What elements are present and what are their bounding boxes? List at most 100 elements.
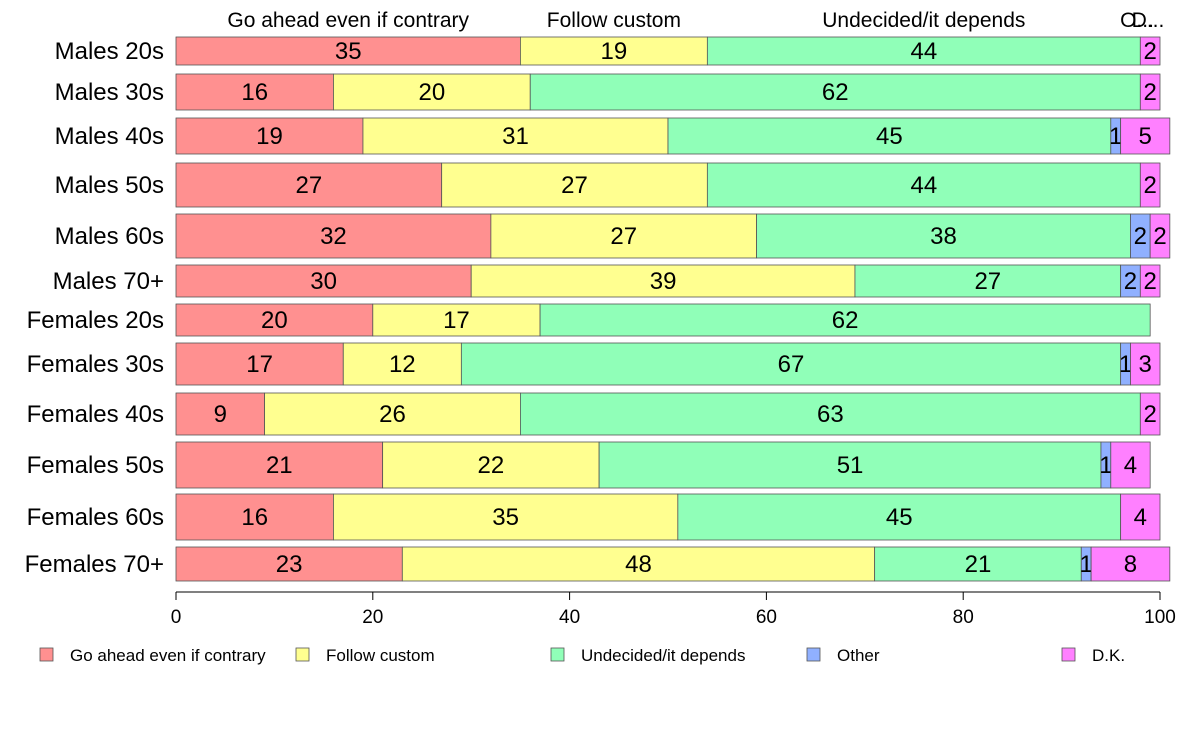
top-label-d-k: D... (1132, 9, 1165, 32)
bar-value-label: 20 (261, 307, 288, 334)
top-label-follow-custom: Follow custom (547, 9, 681, 32)
bar-segment-undecided-it-depends (460, 342, 1122, 386)
bar-value-label: 22 (478, 452, 505, 479)
bar-value-label: 12 (389, 351, 416, 378)
bar-row-males-60s: Males 60s 32 27 38 2 2 (55, 213, 1171, 259)
bar-value-label: 23 (276, 551, 303, 578)
bar-segment-d-k (1110, 441, 1151, 489)
bar-row-females-70: Females 70+ 23 48 21 1 8 (25, 546, 1171, 582)
bar-row-males-70: Males 70+ 30 39 27 2 2 (53, 264, 1161, 298)
row-label: Females 50s (27, 452, 164, 479)
bar-segment-go-ahead-even-if-contrary (175, 392, 265, 436)
bar-value-label: 62 (832, 307, 859, 334)
bar-value-label: 1 (1109, 123, 1122, 150)
bar-row-males-30s: Males 30s 16 20 62 2 (55, 73, 1161, 111)
bar-segment-undecided-it-depends (756, 213, 1131, 259)
bar-value-label: 21 (266, 452, 293, 479)
legend-swatch (295, 647, 310, 662)
bar-segment-follow-custom (401, 546, 876, 582)
bar-segment-follow-custom (490, 213, 757, 259)
bar-value-label: 39 (650, 268, 677, 295)
row-label: Females 30s (27, 351, 164, 378)
legend-item-d-k: D.K. (1061, 646, 1125, 665)
bar-value-label: 32 (320, 223, 347, 250)
bar-segment-go-ahead-even-if-contrary (175, 264, 472, 298)
bar-segment-follow-custom (382, 441, 600, 489)
bar-value-label: 2 (1143, 268, 1156, 295)
x-tick-label: 20 (362, 607, 383, 628)
row-label: Females 70+ (25, 551, 164, 578)
bar-value-label: 2 (1143, 38, 1156, 65)
bar-segment-undecided-it-depends (539, 303, 1151, 337)
bar-value-label: 35 (492, 504, 519, 531)
bar-value-label: 2 (1143, 79, 1156, 106)
bar-segment-d-k (1090, 546, 1171, 582)
x-tick-label: 100 (1144, 607, 1176, 628)
top-label-go-ahead-even-if-contrary: Go ahead even if contrary (227, 9, 469, 32)
bar-value-label: 31 (502, 123, 529, 150)
bar-segment-follow-custom (362, 117, 669, 155)
bar-segment-d-k (1130, 342, 1161, 386)
bar-value-label: 45 (886, 504, 913, 531)
legend: Go ahead even if contrary Follow custom Un… (39, 646, 1125, 665)
bar-value-label: 2 (1134, 223, 1147, 250)
bar-value-label: 5 (1139, 123, 1152, 150)
legend-label: Other (837, 646, 880, 665)
bar-segment-d-k (1149, 213, 1171, 259)
bar-value-label: 19 (256, 123, 283, 150)
bar-segment-d-k (1120, 493, 1161, 541)
top-label-other: O... (1120, 9, 1154, 32)
bar-value-label: 26 (379, 401, 406, 428)
x-tick-label: 0 (171, 607, 182, 628)
bar-value-label: 67 (778, 351, 805, 378)
bar-row-females-30s: Females 30s 17 12 67 1 3 (27, 342, 1161, 386)
legend-item-other: Other (806, 646, 880, 665)
bar-value-label: 1 (1119, 351, 1132, 378)
bar-segment-undecided-it-depends (529, 73, 1141, 111)
bar-value-label: 51 (837, 452, 864, 479)
top-category-labels: Go ahead even if contrary Follow custom Un… (227, 9, 1164, 32)
bar-segment-d-k (1139, 73, 1161, 111)
bar-value-label: 30 (310, 268, 337, 295)
bar-segment-follow-custom (264, 392, 521, 436)
bar-value-label: 8 (1124, 551, 1137, 578)
bar-value-label: 27 (295, 172, 322, 199)
bar-row-males-20s: Males 20s 35 19 44 2 (55, 36, 1161, 66)
legend-swatch (550, 647, 565, 662)
bar-row-females-40s: Females 40s 9 26 63 2 (27, 392, 1161, 436)
bar-value-label: 17 (443, 307, 470, 334)
bar-segment-d-k (1120, 117, 1171, 155)
row-label: Males 30s (55, 79, 164, 106)
bar-value-label: 19 (601, 38, 628, 65)
bar-row-males-40s: Males 40s 19 31 45 1 5 (55, 117, 1171, 155)
bar-segment-follow-custom (470, 264, 856, 298)
x-tick-label: 40 (559, 607, 580, 628)
legend-swatch (39, 647, 54, 662)
bar-value-label: 27 (610, 223, 637, 250)
bar-segment-follow-custom (441, 162, 708, 208)
bar-segment-undecided-it-depends (874, 546, 1082, 582)
row-label: Females 60s (27, 504, 164, 531)
bar-segment-undecided-it-depends (598, 441, 1102, 489)
bar-segment-d-k (1139, 264, 1161, 298)
bar-segment-follow-custom (520, 36, 708, 66)
bar-segment-go-ahead-even-if-contrary (175, 213, 492, 259)
bar-row-females-20s: Females 20s 20 17 62 (27, 303, 1151, 337)
bar-value-label: 3 (1139, 351, 1152, 378)
bar-value-label: 17 (246, 351, 273, 378)
bar-row-females-60s: Females 60s 16 35 45 4 (27, 493, 1161, 541)
bar-segment-d-k (1139, 392, 1161, 436)
bar-segment-undecided-it-depends (677, 493, 1122, 541)
bar-segment-undecided-it-depends (854, 264, 1122, 298)
bar-value-label: 27 (974, 268, 1001, 295)
bar-value-label: 48 (625, 551, 652, 578)
bar-value-label: 9 (214, 401, 227, 428)
row-label: Males 40s (55, 123, 164, 150)
bar-value-label: 44 (910, 38, 937, 65)
bar-value-label: 4 (1134, 504, 1147, 531)
x-axis: 0 20 40 60 80 100 (171, 591, 1176, 628)
bar-value-label: 45 (876, 123, 903, 150)
bar-value-label: 27 (561, 172, 588, 199)
x-tick-label: 60 (756, 607, 777, 628)
